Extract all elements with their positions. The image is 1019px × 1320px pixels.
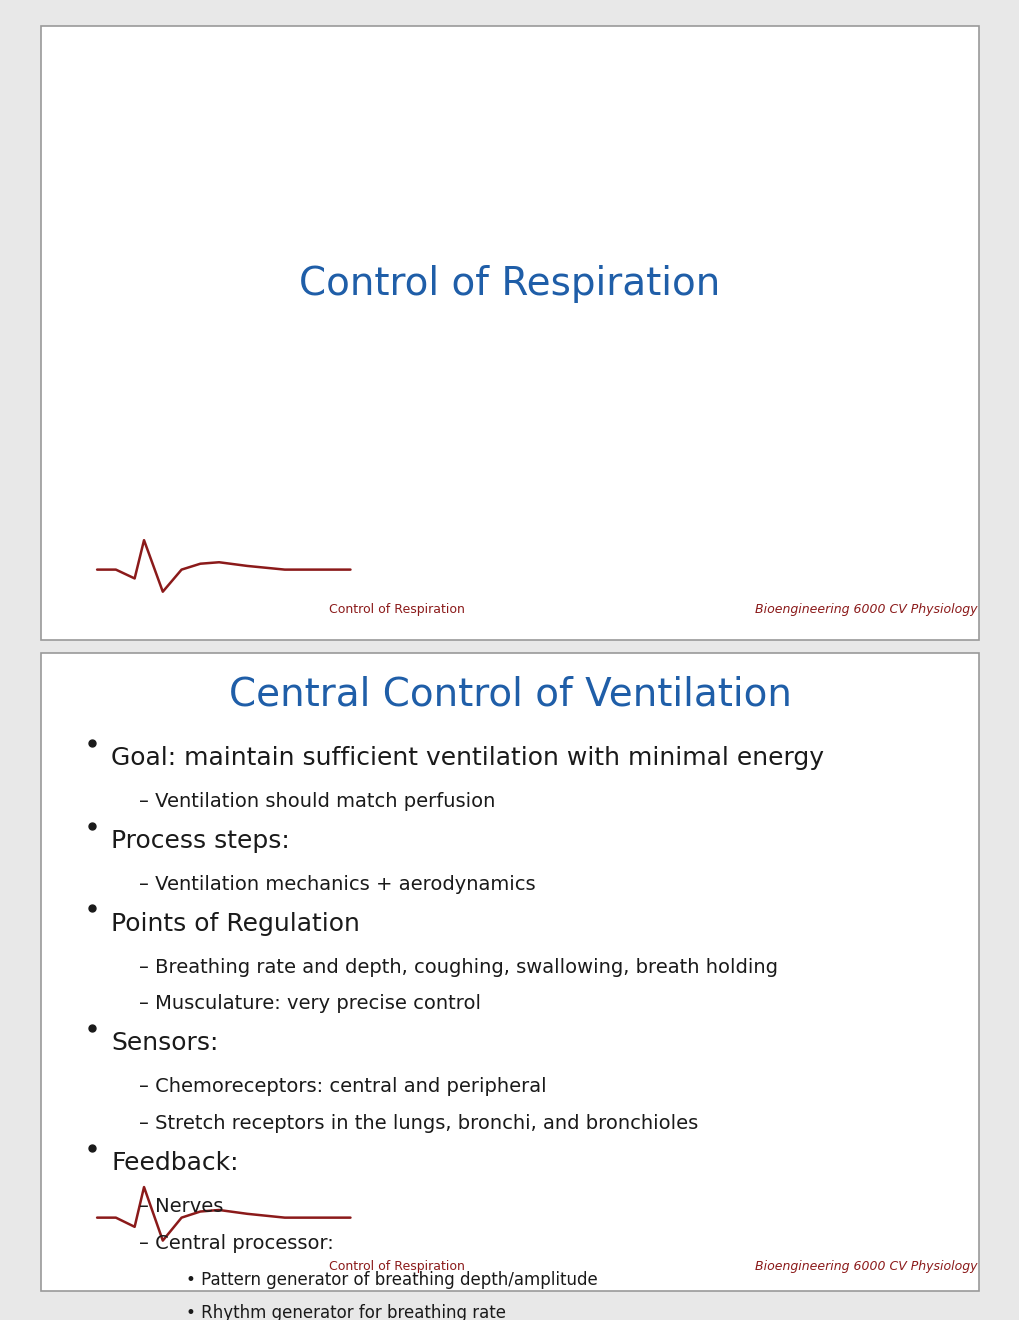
Text: – Chemoreceptors: central and peripheral: – Chemoreceptors: central and peripheral xyxy=(140,1077,546,1097)
Text: – Musculature: very precise control: – Musculature: very precise control xyxy=(140,994,481,1014)
Text: • Rhythm generator for breathing rate: • Rhythm generator for breathing rate xyxy=(186,1304,505,1320)
Text: Bioengineering 6000 CV Physiology: Bioengineering 6000 CV Physiology xyxy=(755,603,977,615)
Text: • Pattern generator of breathing depth/amplitude: • Pattern generator of breathing depth/a… xyxy=(186,1271,597,1290)
Text: Feedback:: Feedback: xyxy=(111,1151,238,1175)
Text: Goal: maintain sufficient ventilation with minimal energy: Goal: maintain sufficient ventilation wi… xyxy=(111,746,823,770)
Text: – Breathing rate and depth, coughing, swallowing, breath holding: – Breathing rate and depth, coughing, sw… xyxy=(140,957,777,977)
Text: Control of Respiration: Control of Respiration xyxy=(329,603,465,615)
Text: – Stretch receptors in the lungs, bronchi, and bronchioles: – Stretch receptors in the lungs, bronch… xyxy=(140,1114,698,1134)
Text: Points of Regulation: Points of Regulation xyxy=(111,912,360,936)
Text: Process steps:: Process steps: xyxy=(111,829,289,853)
Text: Control of Respiration: Control of Respiration xyxy=(329,1261,465,1272)
Text: Control of Respiration: Control of Respiration xyxy=(300,265,719,304)
FancyBboxPatch shape xyxy=(41,26,978,640)
FancyBboxPatch shape xyxy=(41,653,978,1291)
Text: Central Control of Ventilation: Central Control of Ventilation xyxy=(228,676,791,714)
Text: – Nerves: – Nerves xyxy=(140,1197,223,1216)
Text: – Central processor:: – Central processor: xyxy=(140,1234,334,1253)
Text: – Ventilation should match perfusion: – Ventilation should match perfusion xyxy=(140,792,495,810)
Text: Sensors:: Sensors: xyxy=(111,1031,218,1056)
Text: – Ventilation mechanics + aerodynamics: – Ventilation mechanics + aerodynamics xyxy=(140,875,535,894)
Text: Bioengineering 6000 CV Physiology: Bioengineering 6000 CV Physiology xyxy=(755,1261,977,1272)
